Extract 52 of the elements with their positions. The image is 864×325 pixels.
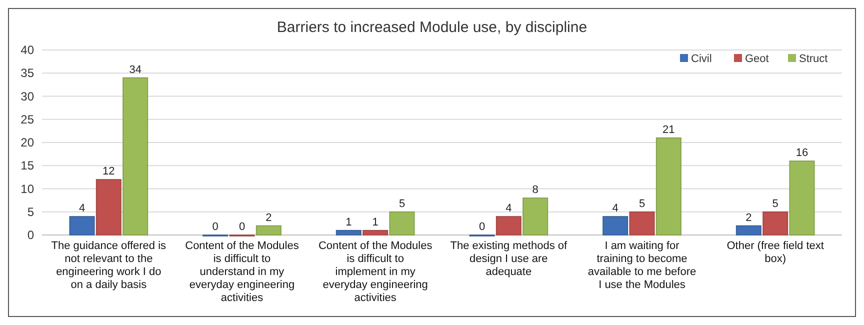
y-tick-label: 10 [20,182,34,196]
x-tick-label: Content of the Modules is difficult to understand in my everyday engineering activities [185,240,300,304]
x-tick-label: Content of the Modules is difficult to implement in my everyday engineering activities [318,240,433,304]
bar [762,211,788,236]
data-label: 0 [238,221,246,233]
x-tick-label: I am waiting for training to become available to me before I use the Modules [588,240,696,291]
bar [362,230,388,236]
data-label: 0 [212,221,218,233]
bar [629,211,655,236]
bar [389,211,415,236]
data-label: 16 [796,147,808,159]
data-label: 2 [266,212,272,224]
y-tick-label: 15 [20,158,34,173]
y-tick-label: 5 [27,204,34,219]
y-tick-label: 35 [20,66,34,80]
bar [96,179,122,236]
bar [656,137,682,236]
x-tick-label: Other (free field text box) [726,240,824,265]
data-label: 5 [772,198,778,210]
data-label: 5 [398,198,406,210]
data-label: 4 [78,202,86,214]
y-tick-label: 30 [20,89,34,104]
data-label: 2 [746,212,752,224]
x-tick-label: The guidance offered is not relevant to the engineering work I do on a daily basis [51,240,167,291]
y-tick-label: 0 [27,228,34,242]
legend-label: Civil [691,53,712,65]
data-label: 12 [102,166,115,178]
y-tick-label: 40 [20,43,34,57]
bar [736,225,762,236]
data-label: 1 [372,216,378,228]
y-tick-label: 25 [20,112,34,126]
y-tick-label: 20 [20,136,34,150]
bar [522,198,548,236]
x-tick-label: The existing methods of design I use are adequate [450,240,568,278]
legend-label: Struct [799,53,828,65]
data-label: 5 [638,198,646,210]
data-label: 4 [612,202,618,214]
bar [789,160,815,236]
bar [602,216,628,236]
data-label: 8 [532,184,538,196]
bar [256,225,282,236]
bar [496,216,522,236]
legend-label: Geot [745,53,769,65]
bar [336,230,362,236]
data-label: 0 [478,221,486,233]
bar [122,77,148,236]
data-label: 1 [346,216,352,228]
chart-title: Barriers to increased Module use, by discipline [276,19,588,36]
data-label: 34 [129,64,142,76]
data-label: 4 [506,202,512,214]
data-label: 21 [662,124,675,136]
bar [69,216,95,236]
